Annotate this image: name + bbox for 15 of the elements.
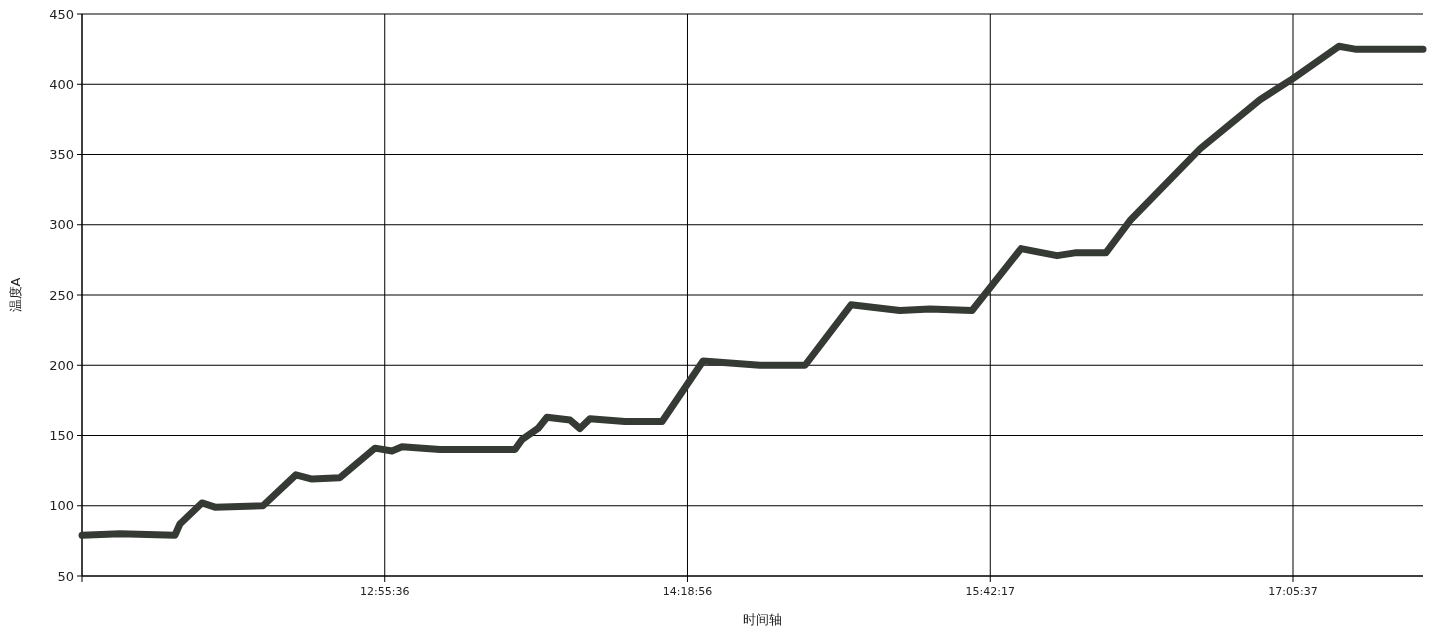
- y-tick-label: 50: [57, 568, 74, 584]
- x-tick-label: 14:18:56: [662, 585, 713, 598]
- y-tick-label: 250: [49, 287, 74, 303]
- y-tick-label: 450: [49, 6, 74, 22]
- x-tick-label: 12:55:36: [360, 585, 410, 598]
- x-axis-title: 时间轴: [743, 612, 782, 627]
- y-tick-label: 350: [49, 147, 74, 162]
- y-tick-label: 300: [49, 217, 74, 233]
- y-tick-label: 100: [49, 498, 74, 514]
- y-tick-label: 150: [49, 428, 74, 443]
- y-tick-label: 400: [49, 76, 74, 92]
- y-tick-label: 200: [49, 357, 74, 373]
- x-tick-label: 17:05:37: [1268, 585, 1318, 598]
- x-tick-label: 15:42:17: [965, 585, 1015, 598]
- y-axis-title: 温度A: [8, 277, 23, 313]
